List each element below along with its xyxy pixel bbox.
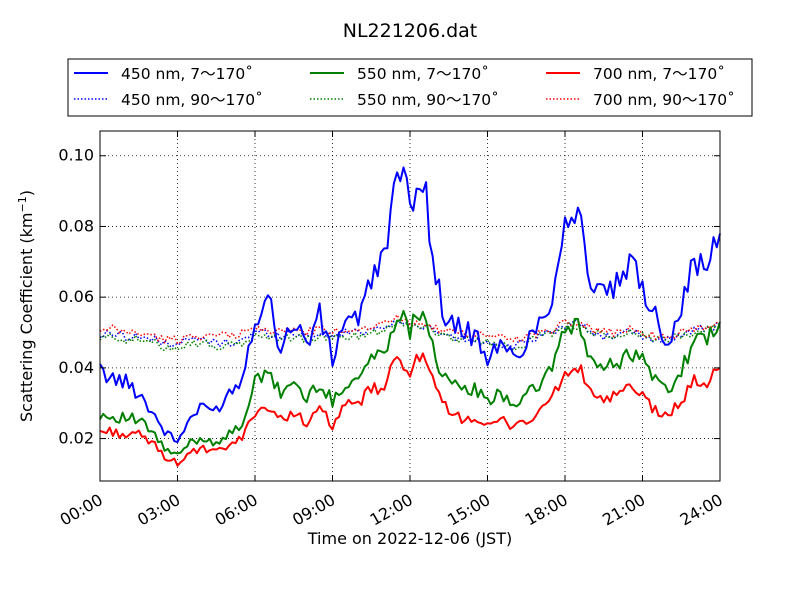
legend-label: 550 nm, 7～170˚ [357,65,489,83]
x-tick-label: 18:00 [522,490,571,530]
x-tick-label: 12:00 [367,490,416,530]
legend-label: 700 nm, 7～170˚ [593,65,725,83]
series-line-5 [99,314,721,345]
x-tick-label: 09:00 [289,490,338,530]
series-layer [99,166,721,467]
x-tick-label: 21:00 [599,490,648,530]
y-axis-label-sup: −1 [16,196,29,212]
series-line-2 [99,352,721,467]
y-tick-label: 0.04 [58,358,94,377]
axis-ticks: 00:00 03:00 06:00 09:00 12:00 15:00 18:00 21:00… [57,131,726,530]
y-axis-label-end: ) [17,190,36,196]
y-tick-label: 0.10 [58,146,94,165]
x-tick-label: 24:00 [677,490,726,530]
legend-label: 450 nm, 90～170˚ [121,91,263,109]
x-tick-label: 15:00 [444,490,493,530]
legend-label: 550 nm, 90～170˚ [357,91,499,109]
y-tick-label: 0.08 [58,216,94,235]
x-tick-label: 00:00 [57,490,106,530]
y-axis-label: Scattering Coefficient (km−1) [16,190,37,422]
y-tick-label: 0.06 [58,287,94,306]
legend-box [67,58,753,117]
chart-title: NL221206.dat [343,20,478,42]
x-axis-label: Time on 2022-12-06 (JST) [307,529,512,548]
legend-items: 450 nm, 7～170˚ 550 nm, 7～170˚ 700 nm, 7～17… [74,65,735,109]
y-tick-label: 0.02 [58,429,94,448]
legend-label: 700 nm, 90～170˚ [593,91,735,109]
series-line-0 [99,166,721,444]
x-tick-label: 06:00 [212,490,261,530]
y-axis-label-main: Scattering Coefficient (km [17,212,36,422]
legend: 450 nm, 7～170˚ 550 nm, 7～170˚ 700 nm, 7～17… [67,58,753,117]
series-line-1 [99,309,721,455]
grid-lines [100,131,720,481]
x-tick-label: 03:00 [134,490,183,530]
legend-label: 450 nm, 7～170˚ [121,65,253,83]
series-line-4 [99,319,721,352]
